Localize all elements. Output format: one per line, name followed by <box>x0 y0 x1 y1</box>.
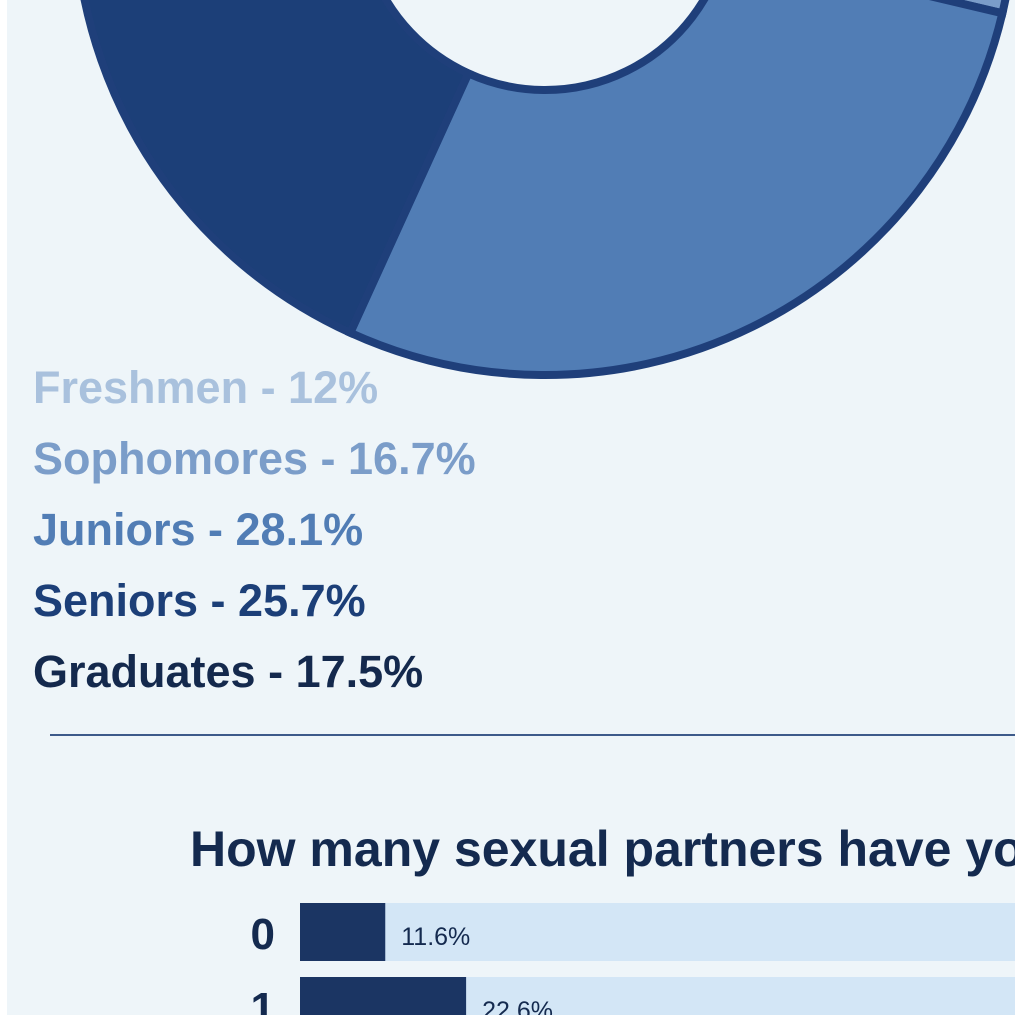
legend-entry: Freshmen - 12% <box>33 362 378 413</box>
value-label: 22.6% <box>482 997 553 1015</box>
category-label: 1 <box>251 984 275 1015</box>
legend-entry: Juniors - 28.1% <box>33 504 363 555</box>
bar <box>300 903 386 961</box>
donut-slice <box>80 0 474 339</box>
legend: Freshmen - 12% Sophomores - 16.7% Juniors … <box>33 362 476 697</box>
legend-entry: Seniors - 25.7% <box>33 575 366 626</box>
legend-entry: Graduates - 17.5% <box>33 646 423 697</box>
chart-title: How many sexual partners have you h <box>190 821 1015 877</box>
category-label: 0 <box>251 910 275 959</box>
bar-chart: How many sexual partners have you h 0 11.6… <box>190 821 1015 1015</box>
bar-track <box>300 903 1015 961</box>
bar <box>300 977 467 1015</box>
left-strip <box>0 0 7 1015</box>
legend-entry: Sophomores - 16.7% <box>33 433 476 484</box>
value-label: 11.6% <box>401 923 470 951</box>
donut-slice <box>344 0 1008 379</box>
donut-chart <box>80 0 1010 379</box>
